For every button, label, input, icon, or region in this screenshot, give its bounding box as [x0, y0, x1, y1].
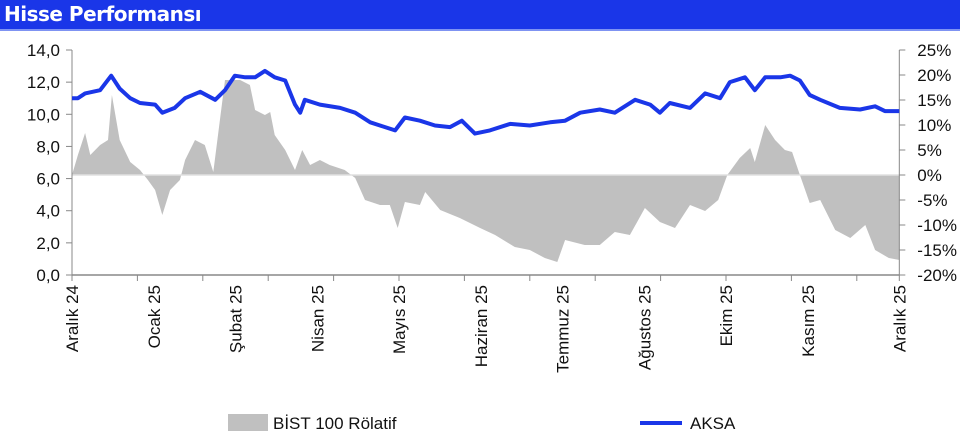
legend-relative-swatch	[228, 414, 268, 431]
left-tick-label: 8,0	[36, 137, 60, 156]
right-tick-label: 25%	[917, 41, 951, 60]
x-tick-label: Mayıs 25	[390, 285, 409, 354]
x-tick-label: Aralık 24	[63, 285, 82, 352]
x-tick-label: Ocak 25	[145, 285, 164, 348]
left-tick-label: 10,0	[27, 105, 60, 124]
left-tick-label: 4,0	[36, 202, 60, 221]
relative-area-layer	[72, 80, 900, 262]
right-tick-label: -20%	[917, 266, 957, 285]
left-tick-label: 14,0	[27, 41, 60, 60]
chart-title: Hisse Performansı	[4, 2, 202, 26]
left-tick-label: 6,0	[36, 170, 60, 189]
legend-aksa-label: AKSA	[690, 414, 736, 433]
left-tick-label: 0,0	[36, 266, 60, 285]
relative-performance-area	[72, 80, 900, 262]
x-tick-label: Haziran 25	[472, 285, 491, 367]
right-tick-label: -15%	[917, 241, 957, 260]
right-tick-label: 20%	[917, 66, 951, 85]
chart-header: Hisse Performansı	[0, 0, 960, 31]
right-tick-label: -10%	[917, 216, 957, 235]
x-tick-label: Aralık 25	[890, 285, 909, 352]
x-tick-label: Ekim 25	[717, 285, 736, 346]
right-tick-label: 0%	[917, 166, 942, 185]
left-tick-label: 12,0	[27, 73, 60, 92]
right-tick-label: 5%	[917, 141, 942, 160]
aksa-price-line	[72, 68, 900, 136]
x-tick-label: Kasım 25	[799, 285, 818, 357]
right-tick-label: 10%	[917, 116, 951, 135]
right-tick-label: 15%	[917, 91, 951, 110]
x-tick-label: Temmuz 25	[554, 285, 573, 373]
right-tick-label: -5%	[917, 191, 947, 210]
legend-relative-label: BİST 100 Rölatif	[273, 414, 397, 433]
x-tick-label: Nisan 25	[308, 285, 327, 352]
left-tick-label: 2,0	[36, 234, 60, 253]
legend: BİST 100 Rölatif AKSA	[228, 414, 736, 433]
axes-layer: 0,0 2,0 4,0 6,0 8,0 10,0 12,0 14,0 -20% -15% -10% -…	[27, 41, 957, 373]
x-tick-label: Ağustos 25	[635, 285, 654, 370]
aksa-line-layer	[72, 68, 900, 136]
x-tick-label: Şubat 25	[227, 285, 246, 353]
